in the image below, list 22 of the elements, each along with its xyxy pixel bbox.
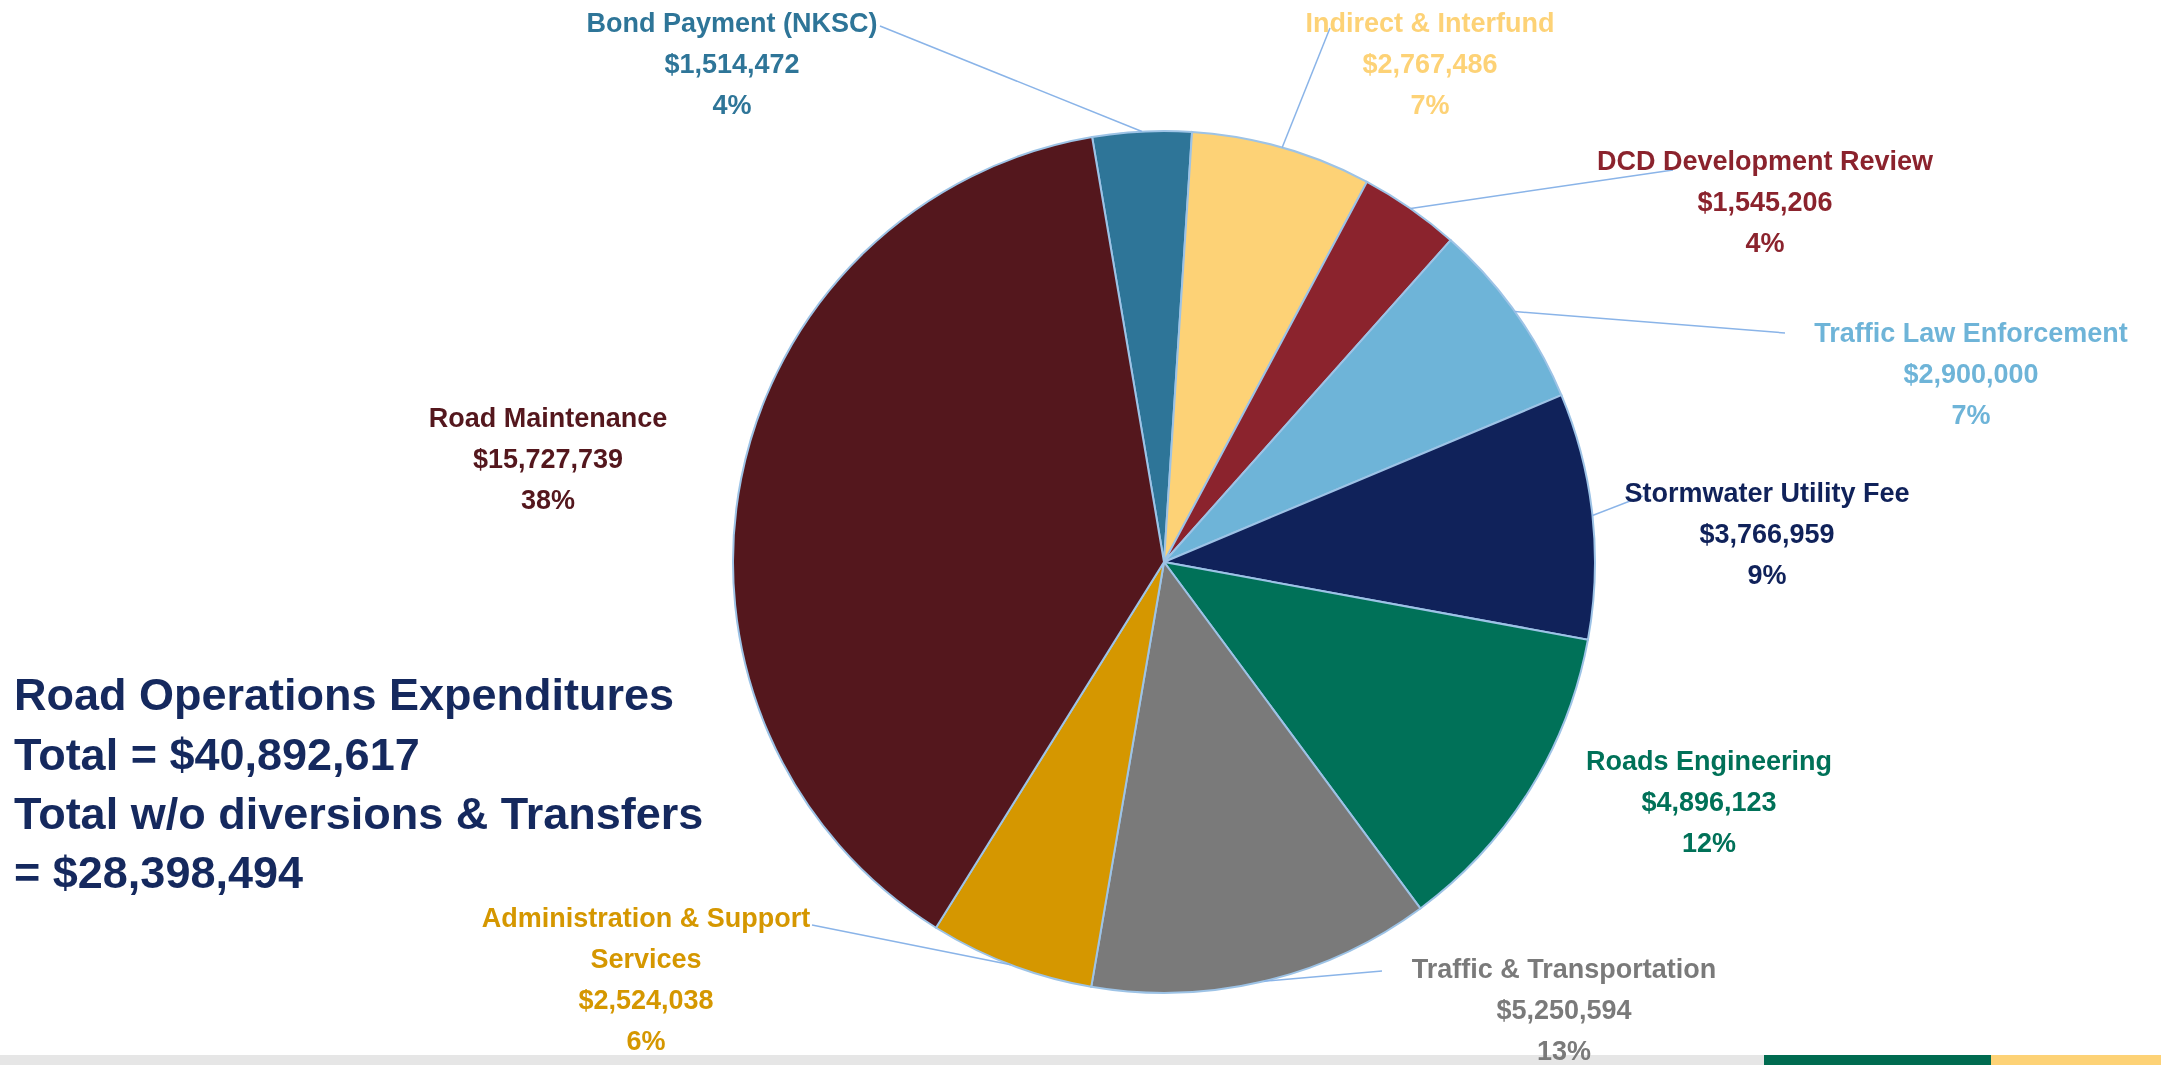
- slice-label: Stormwater Utility Fee: [1624, 478, 1910, 508]
- data-label: $1,545,206 4%: [1697, 187, 1833, 258]
- data-label: $2,524,038 6%: [578, 985, 714, 1056]
- slice-label: Roads Engineering: [1585, 746, 1833, 776]
- slice-label: Indirect & Interfund: [1305, 8, 1555, 38]
- text: Road Operations Expenditures: [14, 669, 675, 720]
- slice-label: DCD Development Review: [1596, 146, 1935, 176]
- data-label: $15,727,739 38%: [472, 444, 624, 515]
- slice-label: Road Maintenance: [428, 403, 668, 433]
- text: = $28,398,494: [14, 847, 304, 898]
- text: Total = $40,892,617: [14, 729, 420, 780]
- data-label: $3,766,959 9%: [1699, 519, 1835, 590]
- data-label: $2,767,486 7%: [1362, 49, 1498, 120]
- text: Total w/o diversions & Transfers: [14, 788, 704, 839]
- data-label: $4,896,123 12%: [1641, 787, 1777, 858]
- data-label: $5,250,594 13%: [1496, 995, 1632, 1066]
- slice-label: Administration & Support Services: [481, 903, 811, 974]
- slice-label: Traffic Law Enforcement: [1814, 318, 2128, 348]
- data-label: $1,514,472 4%: [664, 49, 800, 120]
- data-label: $2,900,000 7%: [1903, 359, 2039, 430]
- slice-label: Bond Payment (NKSC): [586, 8, 878, 38]
- slice-label: Traffic & Transportation: [1411, 954, 1717, 984]
